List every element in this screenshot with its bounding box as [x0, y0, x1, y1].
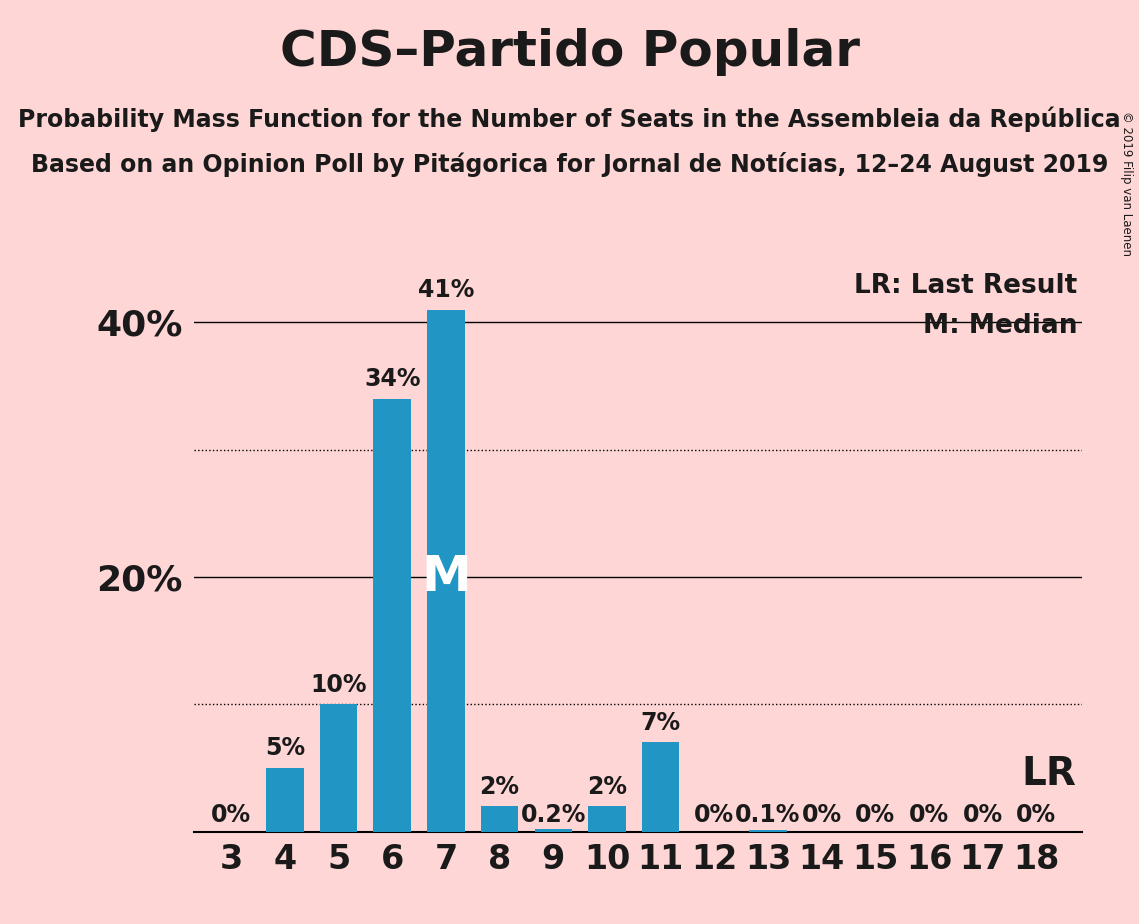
Text: 0%: 0% — [909, 803, 949, 826]
Bar — [534, 829, 572, 832]
Text: LR: Last Result: LR: Last Result — [854, 274, 1077, 299]
Bar — [427, 310, 465, 832]
Text: 34%: 34% — [364, 367, 420, 391]
Bar — [749, 831, 787, 832]
Text: M: M — [421, 553, 470, 601]
Text: 0.1%: 0.1% — [736, 803, 801, 826]
Text: 0%: 0% — [211, 803, 252, 826]
Text: Probability Mass Function for the Number of Seats in the Assembleia da República: Probability Mass Function for the Number… — [18, 106, 1121, 132]
Text: 5%: 5% — [265, 736, 305, 760]
Bar — [481, 806, 518, 832]
Bar — [267, 768, 304, 832]
Text: CDS–Partido Popular: CDS–Partido Popular — [279, 28, 860, 76]
Bar — [320, 704, 358, 832]
Text: 2%: 2% — [480, 774, 519, 798]
Text: 0%: 0% — [962, 803, 1002, 826]
Text: 0.2%: 0.2% — [521, 803, 585, 826]
Text: 2%: 2% — [587, 774, 626, 798]
Text: 0%: 0% — [802, 803, 842, 826]
Text: 0%: 0% — [695, 803, 735, 826]
Text: LR: LR — [1022, 755, 1076, 794]
Bar — [588, 806, 625, 832]
Text: Based on an Opinion Poll by Pitágorica for Jornal de Notícias, 12–24 August 201: Based on an Opinion Poll by Pitágorica … — [31, 152, 1108, 177]
Text: M: Median: M: Median — [923, 313, 1077, 339]
Bar — [642, 743, 680, 832]
Text: 7%: 7% — [640, 711, 681, 735]
Text: 0%: 0% — [1016, 803, 1057, 826]
Text: 10%: 10% — [310, 673, 367, 697]
Text: 41%: 41% — [418, 278, 474, 302]
Bar — [374, 399, 411, 832]
Text: © 2019 Filip van Laenen: © 2019 Filip van Laenen — [1121, 111, 1133, 256]
Text: 0%: 0% — [855, 803, 895, 826]
